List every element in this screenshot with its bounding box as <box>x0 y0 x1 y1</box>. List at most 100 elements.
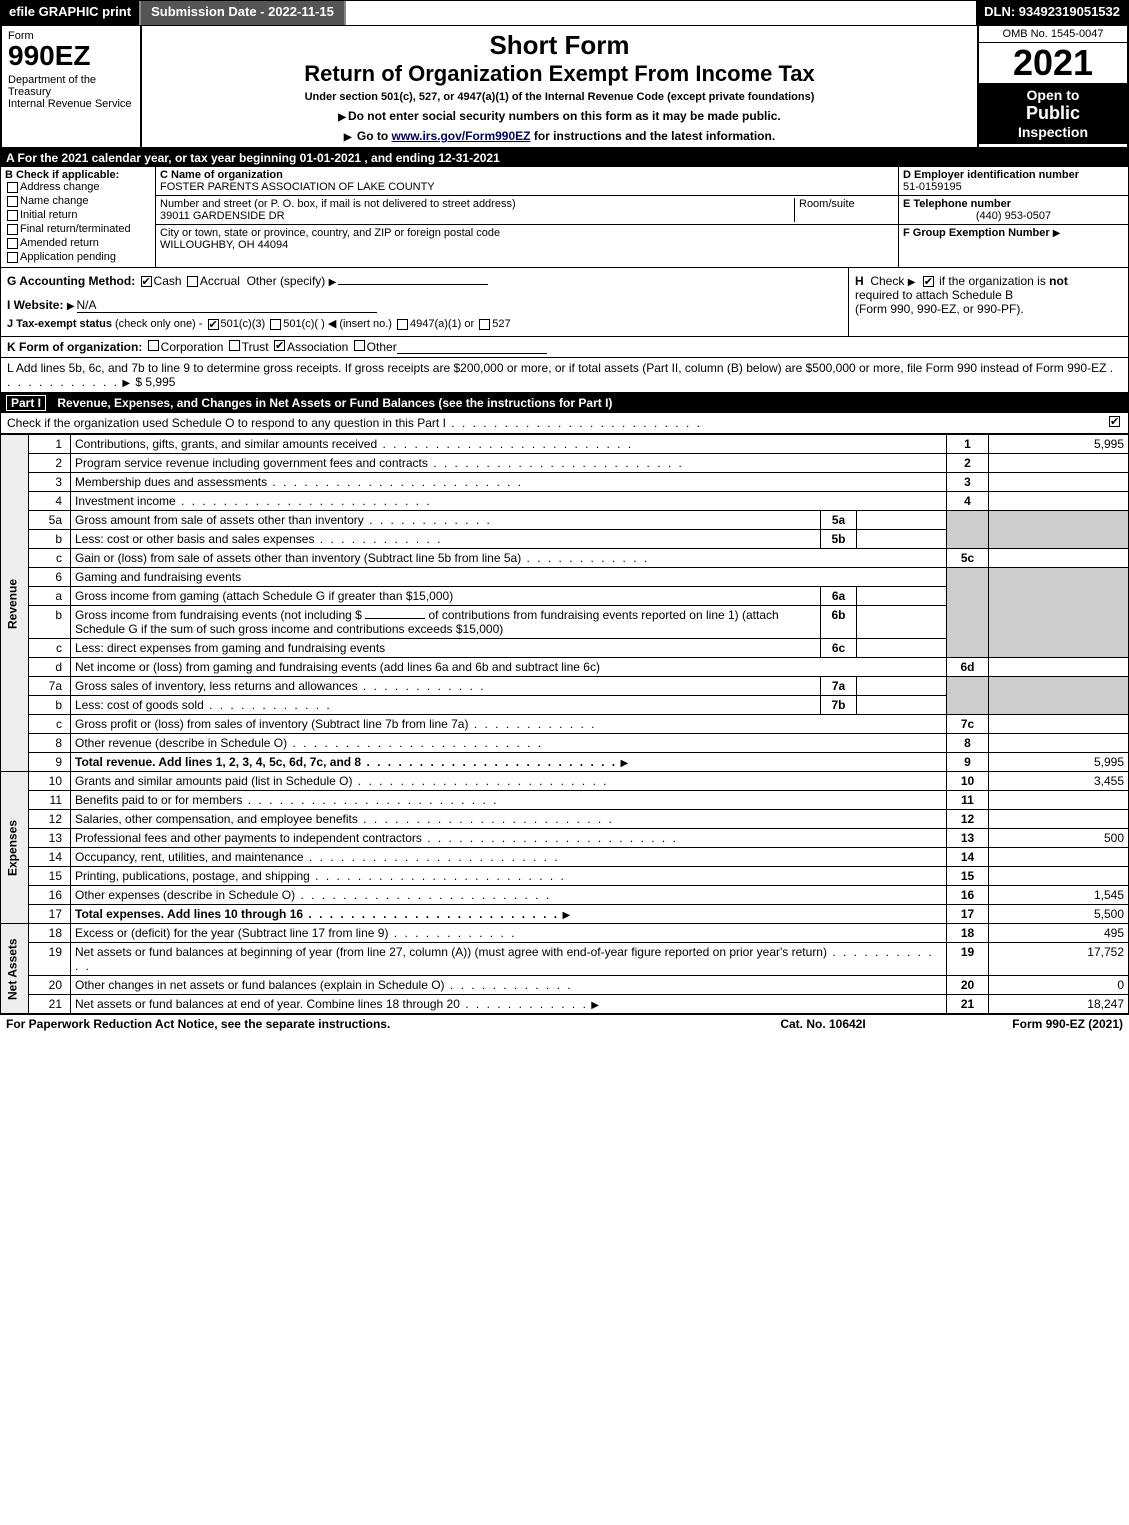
line-value: 5,995 <box>989 753 1129 772</box>
goto-pre: Go to <box>357 129 392 143</box>
line-text: Less: cost of goods sold <box>75 698 332 712</box>
line-ref: 4 <box>947 492 989 511</box>
line-value: 17,752 <box>989 943 1129 976</box>
checkbox-other-k[interactable] <box>354 340 365 351</box>
checkbox-assoc[interactable] <box>274 340 285 351</box>
city-label: City or town, state or province, country… <box>160 227 500 239</box>
checkbox-schedo[interactable] <box>1109 416 1120 427</box>
line-value: 3,455 <box>989 772 1129 791</box>
h-text4: (Form 990, 990-EZ, or 990-PF). <box>855 302 1024 316</box>
line-text: Net income or (loss) from gaming and fun… <box>75 660 600 674</box>
checkbox-final[interactable] <box>7 224 18 235</box>
line-text: Other changes in net assets or fund bala… <box>75 978 573 992</box>
irs-link[interactable]: www.irs.gov/Form990EZ <box>392 129 531 143</box>
sub-value <box>857 606 947 639</box>
line-ref: 3 <box>947 473 989 492</box>
line-num: c <box>29 549 71 568</box>
k-other-input[interactable] <box>397 340 547 354</box>
checkbox-h[interactable] <box>923 276 934 287</box>
checkbox-trust[interactable] <box>229 340 240 351</box>
footer-left: For Paperwork Reduction Act Notice, see … <box>6 1017 723 1031</box>
main-title: Return of Organization Exempt From Incom… <box>150 61 969 87</box>
line-text: Gain or (loss) from sale of assets other… <box>75 551 649 565</box>
table-row: 7a Gross sales of inventory, less return… <box>1 677 1129 696</box>
j-501c3: 501(c)(3) <box>221 318 266 330</box>
line-ref: 19 <box>947 943 989 976</box>
k-assoc: Association <box>287 340 348 354</box>
room-label: Room/suite <box>799 198 894 210</box>
line-num: 2 <box>29 454 71 473</box>
line-num: 10 <box>29 772 71 791</box>
line-num: 12 <box>29 810 71 829</box>
arrow-icon <box>329 274 339 288</box>
checkbox-address-change[interactable] <box>7 182 18 193</box>
sub-value <box>857 677 947 696</box>
line-text: Gross profit or (loss) from sales of inv… <box>75 717 597 731</box>
topbar: efile GRAPHIC print Submission Date - 20… <box>0 0 1129 26</box>
checkbox-name-change[interactable] <box>7 196 18 207</box>
checkbox-4947[interactable] <box>397 319 408 330</box>
e-label: E Telephone number <box>903 198 1124 210</box>
line-num: 16 <box>29 886 71 905</box>
shaded-cell <box>989 511 1129 549</box>
fundraising-amount-input[interactable] <box>365 618 425 619</box>
line-num: d <box>29 658 71 677</box>
line-num: 3 <box>29 473 71 492</box>
column-def: D Employer identification number 51-0159… <box>898 167 1128 267</box>
line-text: Program service revenue including govern… <box>75 456 684 470</box>
part1-check-note: Check if the organization used Schedule … <box>0 413 1129 434</box>
phone-value: (440) 953-0507 <box>903 210 1124 222</box>
checkbox-corp[interactable] <box>148 340 159 351</box>
line-value: 0 <box>989 976 1129 995</box>
checkbox-527[interactable] <box>479 319 490 330</box>
b-label: B Check if applicable: <box>5 169 151 181</box>
line-text: Excess or (deficit) for the year (Subtra… <box>75 926 516 940</box>
line-num: 20 <box>29 976 71 995</box>
table-row: 20 Other changes in net assets or fund b… <box>1 976 1129 995</box>
table-row: 15 Printing, publications, postage, and … <box>1 867 1129 886</box>
topbar-spacer <box>346 1 976 25</box>
table-row: 9 Total revenue. Add lines 1, 2, 3, 4, 5… <box>1 753 1129 772</box>
opt-amended: Amended return <box>20 237 99 249</box>
checkbox-501c[interactable] <box>270 319 281 330</box>
line-value <box>989 734 1129 753</box>
line-text: Less: cost or other basis and sales expe… <box>75 532 442 546</box>
j-note: (check only one) - <box>115 318 202 330</box>
arrow-icon <box>344 129 354 143</box>
checkbox-accrual[interactable] <box>187 276 198 287</box>
line-value <box>989 791 1129 810</box>
table-row: c Gross profit or (loss) from sales of i… <box>1 715 1129 734</box>
line-ref: 1 <box>947 435 989 454</box>
g-cash: Cash <box>154 274 182 288</box>
line-text: Benefits paid to or for members <box>75 793 498 807</box>
checkbox-501c3[interactable] <box>208 319 219 330</box>
revenue-section-label: Revenue <box>1 435 29 772</box>
footer-right: Form 990-EZ (2021) <box>923 1017 1123 1031</box>
part1-table: Revenue 1 Contributions, gifts, grants, … <box>0 434 1129 1014</box>
column-b: B Check if applicable: Address change Na… <box>1 167 156 267</box>
line-value <box>989 658 1129 677</box>
line-text: Less: direct expenses from gaming and fu… <box>75 641 385 655</box>
c-name-label: C Name of organization <box>160 169 894 181</box>
checkbox-cash[interactable] <box>141 276 152 287</box>
header-right: OMB No. 1545-0047 2021 Open to Public In… <box>977 26 1127 147</box>
arrow-icon <box>562 907 572 921</box>
i-label: I Website: <box>7 298 63 312</box>
table-row: Net Assets 18 Excess or (deficit) for th… <box>1 924 1129 943</box>
netassets-section-label: Net Assets <box>1 924 29 1014</box>
checkbox-amended[interactable] <box>7 238 18 249</box>
line-num: 14 <box>29 848 71 867</box>
checkbox-pending[interactable] <box>7 252 18 263</box>
line-num: c <box>29 639 71 658</box>
line-text: Total revenue. Add lines 1, 2, 3, 4, 5c,… <box>75 755 617 769</box>
line-value: 1,545 <box>989 886 1129 905</box>
checkbox-initial[interactable] <box>7 210 18 221</box>
other-specify-input[interactable] <box>338 284 488 285</box>
arrow-icon <box>1053 227 1063 239</box>
line-text: Other revenue (describe in Schedule O) <box>75 736 543 750</box>
sub-line: 6c <box>821 639 857 658</box>
line-ref: 9 <box>947 753 989 772</box>
header-center: Short Form Return of Organization Exempt… <box>142 26 977 147</box>
line-text: Gross income from gaming (attach Schedul… <box>75 589 453 603</box>
h-text2: if the organization is <box>939 274 1049 288</box>
